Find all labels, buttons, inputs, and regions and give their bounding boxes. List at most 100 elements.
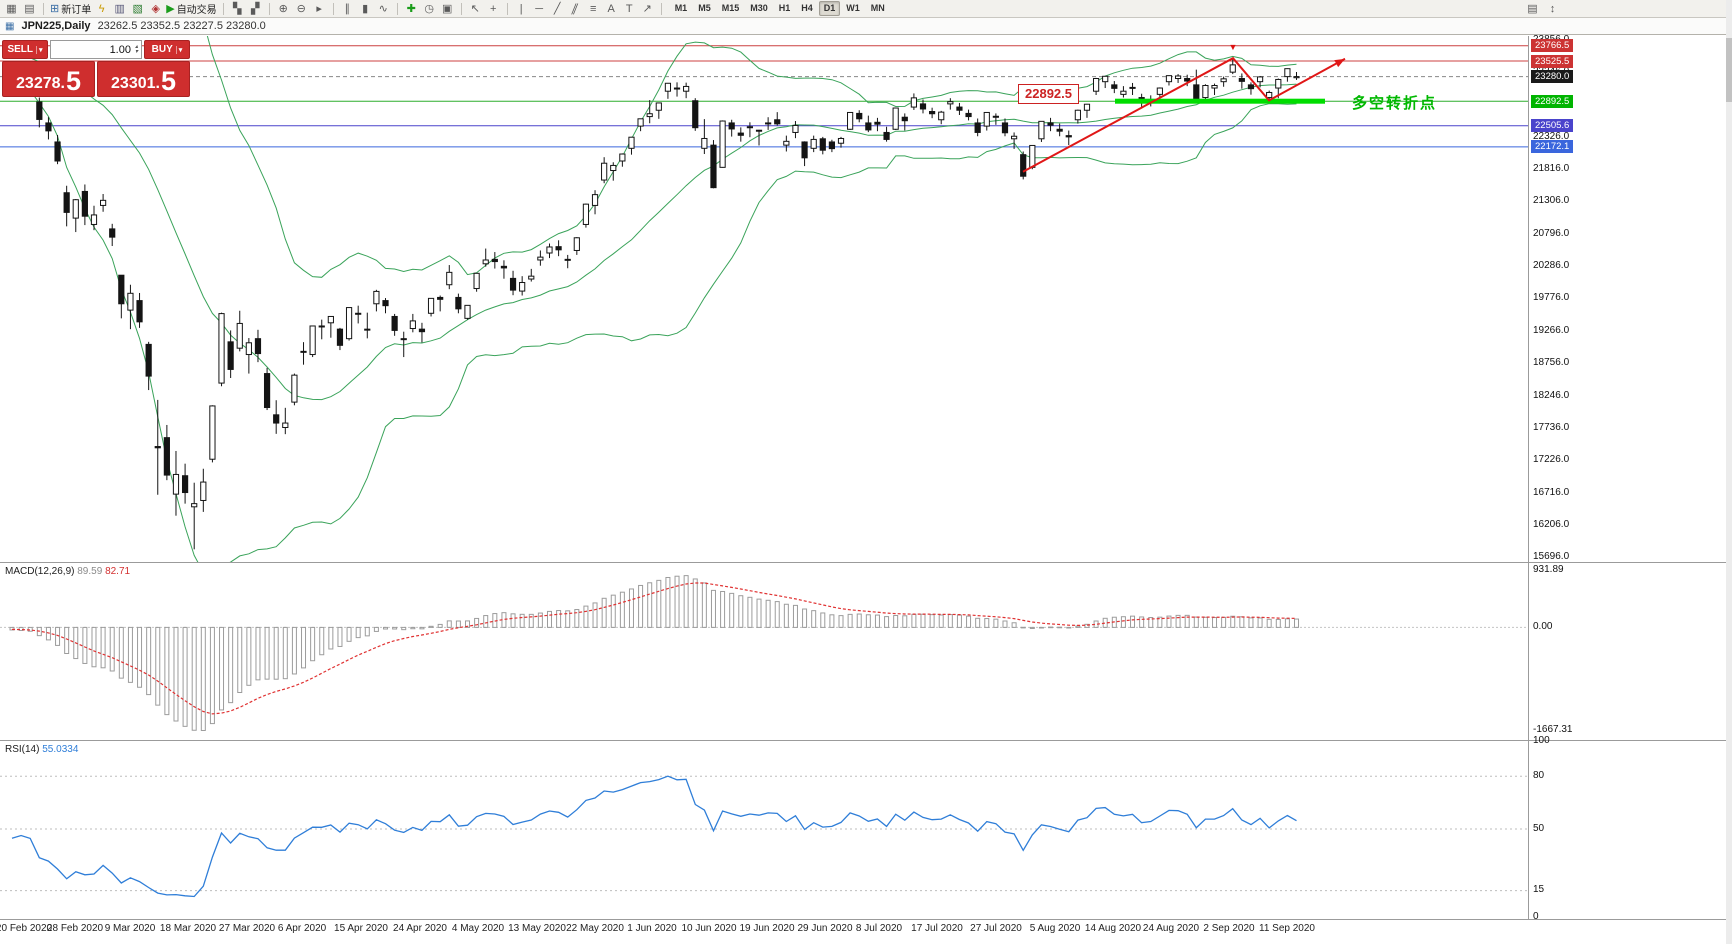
period-icon[interactable]: ◷: [424, 2, 434, 15]
bar-chart-icon[interactable]: ∥: [344, 2, 350, 15]
horizontal-line-icon[interactable]: ─: [535, 2, 544, 15]
candle: [109, 223, 116, 247]
macd-name: MACD(12,26,9): [5, 566, 75, 577]
rsi-panel-splitter[interactable]: [0, 740, 1726, 741]
price-axis-label: 15696.0: [1533, 551, 1570, 563]
candle: [418, 322, 426, 343]
candle: [883, 126, 890, 142]
market-watch-icon[interactable]: ▥: [114, 2, 125, 15]
toolbar-separator: [222, 2, 224, 15]
candle: [72, 199, 79, 233]
price-axis-label: 18246.0: [1533, 389, 1570, 401]
fibonacci-icon[interactable]: ≡: [589, 2, 597, 15]
autotrading-button[interactable]: ▶ 自动交易: [166, 2, 217, 17]
expert-advisor-icon[interactable]: ϟ: [98, 2, 105, 15]
price-tag: 22505.6: [1531, 119, 1574, 133]
price-axis-label: 15: [1533, 884, 1545, 896]
candle: [783, 135, 790, 152]
text-icon[interactable]: A: [607, 2, 615, 15]
print-icon[interactable]: ▤: [1527, 3, 1538, 15]
price-tag: 22892.5: [1531, 94, 1574, 108]
timeframe-button-m1[interactable]: M1: [674, 3, 688, 13]
date-axis[interactable]: 20 Feb 2020 28 Feb 2020 9 Mar 2020 18 Mar 2…: [0, 920, 1528, 942]
timeframe-button-m15[interactable]: M15: [721, 3, 740, 13]
timeframe-button-m30[interactable]: M30: [750, 3, 768, 13]
candle: [810, 135, 817, 153]
price-axis-label: 21816.0: [1533, 163, 1570, 174]
cascade-windows-icon[interactable]: ▞: [250, 2, 260, 15]
zoom-out-icon[interactable]: ⊖: [296, 2, 306, 15]
crosshair-icon[interactable]: +: [489, 2, 497, 15]
candle: [655, 102, 662, 119]
vertical-line-icon[interactable]: |: [519, 2, 523, 15]
buy-dropdown-icon[interactable]: ▾: [175, 45, 182, 54]
timeframe-button-m5[interactable]: M5: [698, 3, 711, 13]
cursor-icon[interactable]: ↖: [470, 2, 480, 15]
fullscreen-icon[interactable]: ↕: [1549, 2, 1556, 15]
line-chart-icon[interactable]: ∿: [378, 2, 388, 15]
price-chart[interactable]: ▼: [0, 36, 1528, 562]
profiles-icon[interactable]: ▤: [24, 2, 35, 15]
timeframe-button-d1[interactable]: D1: [818, 1, 841, 16]
arrows-icon[interactable]: ↗: [642, 2, 652, 15]
candle: [90, 205, 98, 231]
price-tag: 22172.1: [1531, 140, 1574, 154]
vertical-scrollbar[interactable]: [1726, 0, 1732, 944]
text-label-icon[interactable]: T: [625, 2, 633, 15]
buy-button[interactable]: BUY ▾: [144, 40, 190, 59]
rsi-value: 55.0334: [42, 744, 79, 755]
candle: [919, 99, 927, 114]
tile-windows-icon[interactable]: ▚: [232, 2, 242, 15]
sell-price-button[interactable]: 23278. 5: [2, 61, 95, 97]
candle: [36, 97, 43, 128]
candle: [482, 248, 489, 267]
volume-input[interactable]: 1.00 ▴ ▾: [50, 40, 142, 59]
sell-dropdown-icon[interactable]: ▾: [36, 45, 43, 54]
candle: [145, 341, 152, 391]
macd-panel-chart[interactable]: [0, 563, 1528, 739]
trendline-icon[interactable]: ╱: [553, 2, 561, 15]
candle: [1256, 75, 1264, 88]
timeframe-button-mn[interactable]: MN: [870, 3, 885, 13]
equidistant-channel-icon[interactable]: ∥: [570, 2, 581, 15]
macd-main-value: 89.59: [77, 566, 103, 577]
date-axis-label: 24 Apr 2020: [393, 923, 447, 934]
candle: [1038, 120, 1045, 142]
rsi-panel-chart[interactable]: [0, 741, 1528, 918]
date-axis-separator: [0, 919, 1726, 920]
new-order-button[interactable]: ⊞ 新订单: [50, 2, 92, 17]
candlestick-chart-icon[interactable]: ▮: [362, 2, 369, 15]
scrollbar-thumb[interactable]: [1726, 38, 1732, 102]
candle: [309, 325, 316, 358]
candle: [1293, 72, 1300, 80]
date-axis-label: 2 Sep 2020: [1203, 923, 1255, 934]
auto-scroll-icon[interactable]: ▸: [316, 2, 322, 15]
volume-up-icon[interactable]: ▴: [134, 43, 138, 50]
candle: [947, 98, 954, 110]
candle: [364, 312, 371, 339]
candle: [673, 82, 681, 97]
candle: [81, 184, 88, 226]
buy-price-button[interactable]: 23301. 5: [97, 61, 190, 97]
data-history-icon[interactable]: ▧: [132, 2, 143, 15]
candle: [719, 120, 726, 168]
candle: [1020, 151, 1027, 180]
toolbar-separator: [43, 2, 44, 15]
sell-button[interactable]: SELL ▾: [2, 40, 48, 59]
candle: [218, 312, 225, 387]
macd-panel-splitter[interactable]: [0, 562, 1726, 563]
rsi-indicator-label: RSI(14) 55.0334: [5, 744, 78, 755]
new-chart-icon[interactable]: ▦: [6, 2, 17, 15]
zoom-in-icon[interactable]: ⊕: [278, 2, 288, 15]
candle: [200, 468, 207, 512]
candle: [318, 319, 325, 340]
indicators-icon[interactable]: ✚: [406, 2, 416, 15]
volume-down-icon[interactable]: ▾: [134, 48, 138, 55]
timeframe-button-h1[interactable]: H1: [778, 3, 791, 13]
mql-community-icon[interactable]: ◈: [151, 2, 160, 15]
templates-icon[interactable]: ▣: [441, 2, 453, 15]
candle: [956, 102, 963, 115]
timeframe-button-h4[interactable]: H4: [801, 3, 813, 13]
timeframe-button-w1[interactable]: W1: [846, 3, 860, 13]
candle: [1184, 74, 1191, 87]
